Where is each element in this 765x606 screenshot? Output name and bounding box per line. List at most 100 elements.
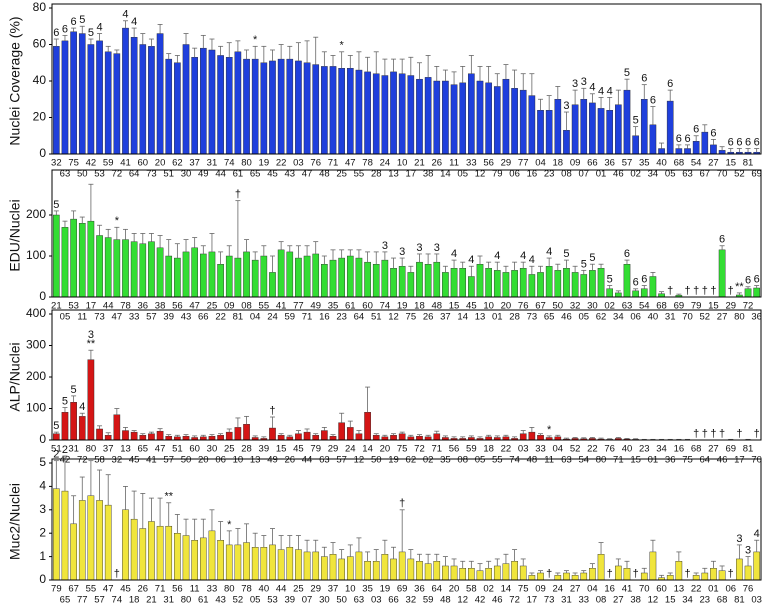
bar	[692, 141, 700, 155]
bar	[113, 239, 121, 298]
bar	[148, 241, 155, 298]
x-tick-label: 21	[146, 595, 157, 606]
x-tick-label: 27	[613, 595, 624, 606]
x-tick-label: 38	[155, 301, 166, 312]
bar	[459, 568, 467, 581]
bar	[606, 109, 614, 155]
x-tick-label: 78	[362, 158, 373, 169]
x-tick-label: 20	[501, 301, 512, 312]
annotation: *	[547, 424, 552, 436]
x-tick-label: 58	[94, 455, 105, 466]
bar	[580, 572, 588, 581]
x-tick-label: 27	[717, 312, 728, 323]
x-tick-label: 61	[233, 169, 244, 180]
x-tick-label: 22	[587, 444, 598, 455]
bar	[53, 214, 60, 298]
x-tick-label: 64	[129, 169, 140, 180]
bar	[303, 62, 311, 155]
bar	[364, 71, 371, 155]
x-tick-label: 09	[535, 584, 546, 595]
annotation: 3	[88, 329, 94, 341]
x-tick-label: 12	[475, 169, 486, 180]
x-tick-label: 76	[310, 158, 321, 169]
x-tick-label: 55	[259, 301, 270, 312]
x-tick-label: 67	[700, 169, 711, 180]
annotation: 6	[641, 273, 647, 285]
x-tick-label: 21	[51, 301, 62, 312]
y-tick-label: 100	[26, 248, 46, 262]
bar	[442, 565, 449, 581]
x-tick-label: 35	[328, 301, 339, 312]
annotation: †	[728, 285, 734, 297]
bar	[433, 561, 441, 581]
y-tick-label: 200	[26, 369, 46, 383]
x-tick-label: 17	[734, 455, 745, 466]
x-tick-label: 09	[570, 158, 581, 169]
annotation: 5	[633, 115, 639, 127]
x-tick-label: 11	[449, 158, 459, 169]
y-tick-label: 300	[26, 338, 46, 352]
bar	[156, 247, 164, 298]
bar	[165, 58, 173, 155]
x-tick-label: 02	[630, 169, 641, 180]
x-tick-label: 25	[224, 444, 235, 455]
bar	[450, 268, 458, 298]
bar	[416, 78, 423, 155]
x-tick-label: 52	[570, 444, 581, 455]
x-tick-label: 27	[708, 158, 719, 169]
x-tick-label: 56	[172, 584, 183, 595]
bar	[139, 243, 147, 298]
bar	[338, 422, 345, 441]
x-tick-label: 33	[466, 158, 477, 169]
bar	[692, 575, 700, 581]
bar	[355, 69, 363, 155]
bar	[511, 88, 518, 155]
bar	[53, 46, 60, 155]
x-tick-label: 05	[475, 455, 486, 466]
x-tick-label: 44	[103, 301, 114, 312]
bar	[321, 556, 328, 581]
bar	[416, 561, 423, 581]
x-tick-label: 05	[578, 312, 589, 323]
annotation: 3	[382, 240, 388, 252]
annotation: 6	[736, 136, 742, 148]
x-tick-label: 16	[604, 584, 615, 595]
x-tick-label: 57	[336, 455, 347, 466]
bar	[139, 528, 147, 581]
bar	[277, 435, 285, 441]
x-tick-label: 79	[492, 169, 503, 180]
x-tick-label: 41	[146, 455, 157, 466]
x-tick-label: 45	[293, 444, 304, 455]
bar	[225, 431, 233, 441]
bar	[545, 109, 553, 155]
bar	[537, 572, 544, 581]
x-tick-label: 64	[700, 455, 711, 466]
bar	[485, 268, 492, 298]
x-tick-label: 23	[544, 169, 555, 180]
plot-frame	[51, 3, 762, 155]
bar	[87, 44, 95, 155]
annotation: 4	[122, 9, 128, 21]
bar	[303, 551, 311, 581]
annotation: 4	[529, 254, 535, 266]
bar	[372, 435, 380, 441]
x-tick-label: 21	[414, 158, 425, 169]
bar	[589, 568, 596, 581]
x-tick-label: 20	[198, 455, 209, 466]
annotation: 5	[53, 199, 59, 211]
bar	[148, 46, 155, 155]
bar	[450, 84, 458, 155]
x-tick-label: 04	[553, 444, 564, 455]
bar	[182, 44, 190, 155]
annotation: †	[702, 285, 708, 297]
x-tick-label: 29	[501, 158, 512, 169]
x-tick-label: 04	[535, 158, 546, 169]
bar	[381, 75, 389, 155]
bar	[217, 264, 224, 298]
bar	[675, 561, 683, 581]
x-tick-label: 18	[553, 158, 564, 169]
x-tick-label: 15	[708, 301, 719, 312]
bar	[286, 58, 294, 155]
x-tick-label: 03	[518, 444, 529, 455]
bar	[87, 220, 95, 298]
